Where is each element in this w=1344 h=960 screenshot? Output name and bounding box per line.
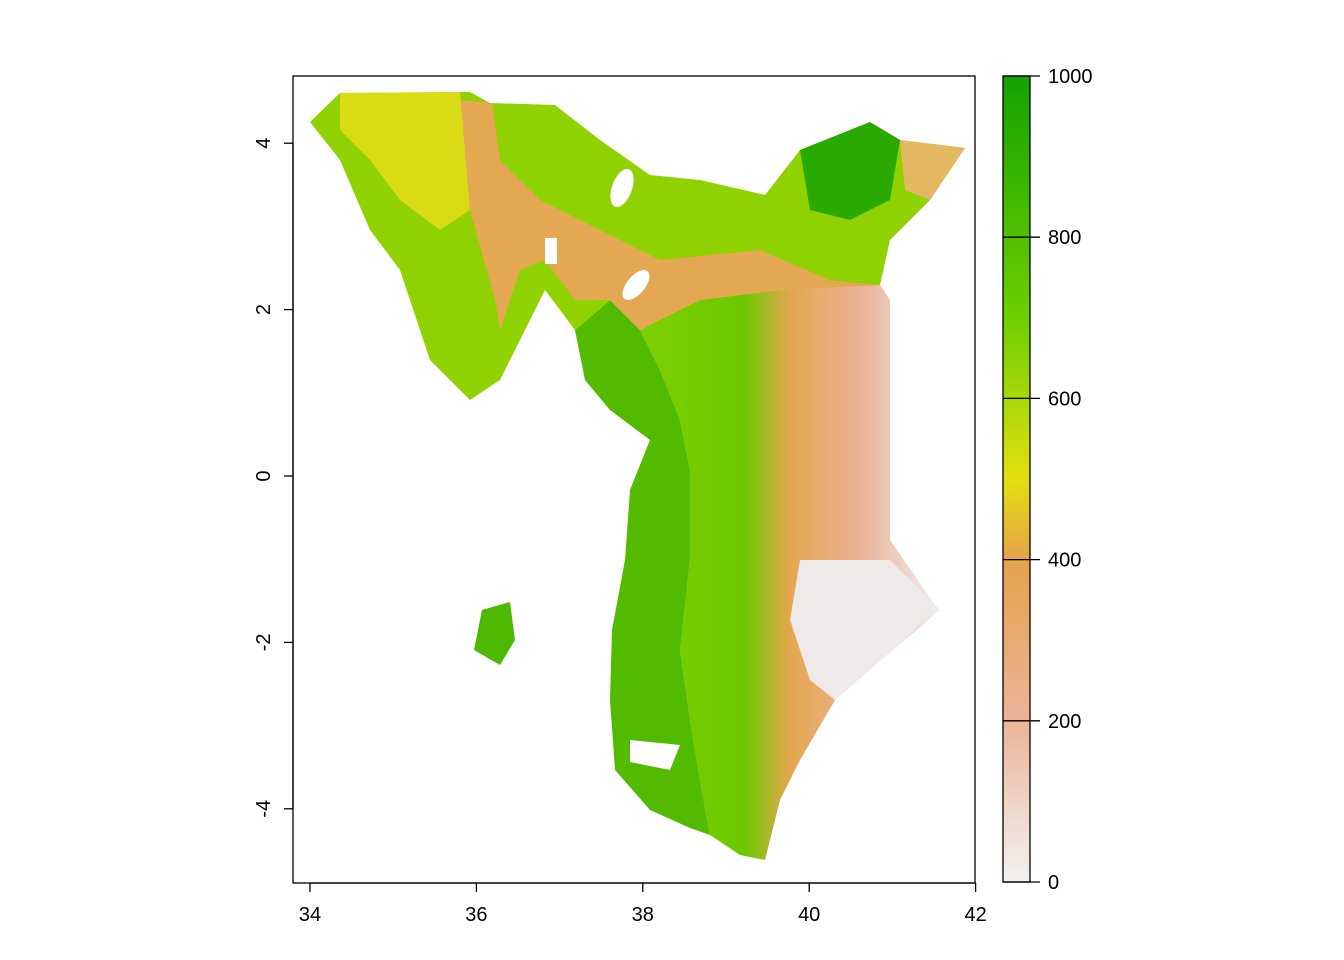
northeast-tip	[900, 140, 965, 200]
legend-colorbar	[1002, 75, 1031, 883]
color-legend: 1000 800 600 400 200 0	[1002, 66, 1093, 894]
lake	[622, 270, 650, 300]
lake	[610, 168, 634, 208]
legend-tick-label: 0	[1048, 872, 1059, 894]
elevation-raster	[310, 92, 965, 860]
x-tick-label: 34	[299, 904, 321, 926]
lowland-region	[640, 285, 940, 860]
legend-tick-label: 600	[1048, 388, 1081, 410]
highland-island	[474, 602, 515, 665]
y-tick-label: -2	[253, 634, 275, 652]
y-tick-label: 2	[253, 304, 275, 315]
x-tick-label: 42	[964, 904, 986, 926]
coastal-cut	[630, 740, 680, 770]
y-tick-label: -4	[253, 800, 275, 818]
x-tick-label: 38	[632, 904, 654, 926]
northeast-highland	[800, 122, 900, 220]
x-axis: 34 36 38 40 42	[299, 882, 987, 926]
coastal-lowland	[790, 560, 935, 700]
y-tick-label: 4	[253, 138, 275, 149]
y-tick-label: 0	[253, 470, 275, 481]
legend-tick-label: 400	[1048, 550, 1081, 572]
y-axis: 4 2 0 -2 -4	[253, 138, 294, 818]
legend-tick-label: 200	[1048, 711, 1081, 733]
x-tick-label: 40	[798, 904, 820, 926]
legend-tick-label: 1000	[1048, 66, 1093, 88]
x-tick-label: 36	[465, 904, 487, 926]
rift-band	[460, 100, 880, 330]
legend-tick-label: 800	[1048, 227, 1081, 249]
northwest-yellow-zone	[340, 92, 470, 230]
western-highland-region	[575, 300, 710, 835]
lake	[545, 238, 557, 264]
